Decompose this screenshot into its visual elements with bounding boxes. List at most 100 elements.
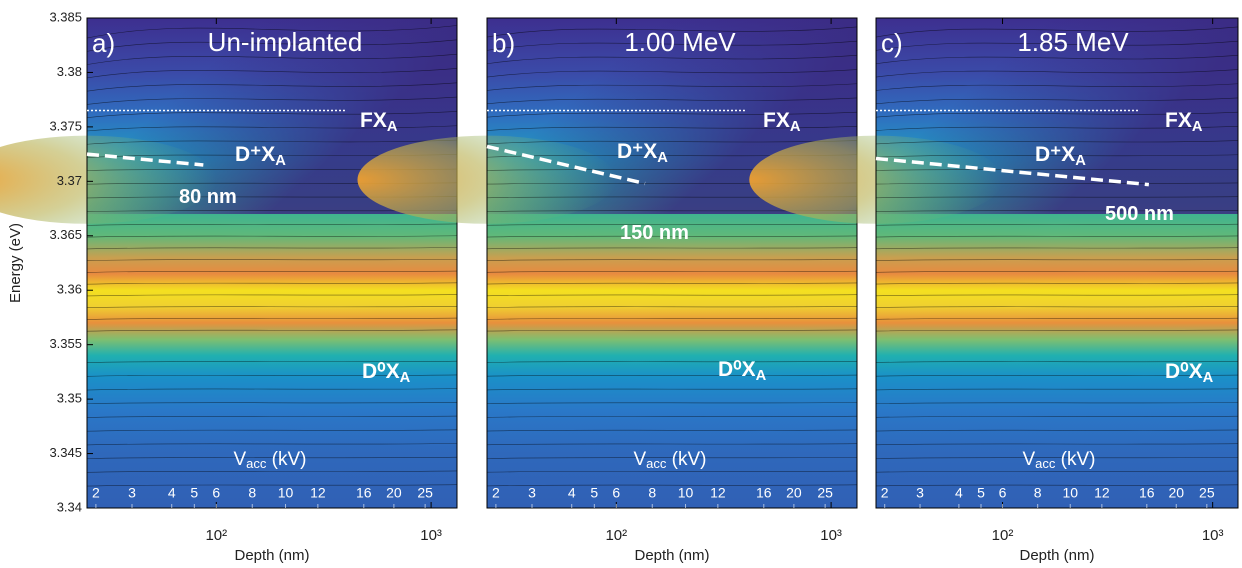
contour-line bbox=[86, 317, 458, 320]
secondary-tick-label: 20 bbox=[386, 485, 402, 501]
annotation-text: D⁺X bbox=[1035, 143, 1075, 166]
plot-frame bbox=[86, 17, 458, 509]
panel-label: a) bbox=[92, 28, 115, 58]
contour-line bbox=[486, 374, 858, 377]
contour-line bbox=[486, 306, 858, 308]
contour-line bbox=[875, 317, 1239, 320]
contour-line bbox=[486, 317, 858, 320]
x-tick-label: 10² bbox=[992, 527, 1014, 544]
contour-line bbox=[875, 182, 1239, 185]
secondary-axis-label-tail: (kV) bbox=[666, 449, 706, 470]
x-axis-label: Depth (nm) bbox=[234, 547, 309, 564]
contour-line bbox=[875, 69, 1239, 78]
contour-line bbox=[875, 40, 1239, 51]
annotation-text: D⁺X bbox=[617, 140, 657, 163]
y-tick-label: 3.385 bbox=[49, 9, 82, 24]
contour-line bbox=[875, 168, 1239, 171]
contour-line bbox=[486, 69, 858, 78]
secondary-tick-label: 12 bbox=[1094, 485, 1110, 501]
contour-line bbox=[875, 361, 1239, 363]
secondary-tick-label: 6 bbox=[999, 485, 1007, 501]
secondary-tick-label: 16 bbox=[356, 485, 372, 501]
contour-line bbox=[86, 235, 458, 238]
y-tick-label: 3.38 bbox=[57, 64, 82, 79]
contour-line bbox=[486, 223, 858, 226]
annotation: 150 nm bbox=[620, 222, 689, 244]
contour-line bbox=[86, 470, 458, 473]
contour-line bbox=[486, 294, 858, 297]
field-blob bbox=[0, 135, 217, 224]
x-tick-label: 10² bbox=[205, 527, 227, 544]
contour-line bbox=[86, 282, 458, 285]
contour-line bbox=[875, 388, 1239, 391]
dashed-line bbox=[486, 144, 646, 186]
secondary-tick-label: 20 bbox=[1168, 485, 1184, 501]
contour-line bbox=[86, 415, 458, 418]
contour-line bbox=[875, 55, 1239, 65]
contour-line bbox=[86, 223, 458, 226]
secondary-tick-label: 5 bbox=[590, 485, 598, 501]
annotation-text: 150 nm bbox=[620, 222, 689, 244]
contour-line bbox=[875, 223, 1239, 226]
contour-line bbox=[875, 329, 1239, 332]
contour-line bbox=[86, 25, 458, 39]
annotation-text: D⁰X bbox=[1165, 360, 1203, 383]
contour-line bbox=[486, 429, 858, 432]
annotation-sub: A bbox=[657, 150, 668, 166]
annotation-sub: A bbox=[790, 119, 801, 135]
contour-line bbox=[875, 210, 1239, 212]
annotation-text: D⁰X bbox=[718, 358, 756, 381]
secondary-tick-label: 25 bbox=[1199, 485, 1215, 501]
annotation: D⁰XA bbox=[1165, 360, 1214, 386]
annotation-text: 500 nm bbox=[1105, 203, 1174, 225]
plot-frame bbox=[486, 17, 858, 509]
x-tick-label: 10³ bbox=[1202, 527, 1224, 544]
y-tick-label: 3.345 bbox=[49, 445, 82, 460]
contour-line bbox=[875, 429, 1239, 432]
dashed-line bbox=[875, 156, 1150, 187]
secondary-tick-label: 5 bbox=[977, 485, 985, 501]
secondary-axis-label-sub: acc bbox=[1035, 456, 1056, 471]
contour-line bbox=[86, 111, 458, 119]
annotation-text: D⁺X bbox=[235, 143, 275, 166]
annotation-sub: A bbox=[1203, 370, 1214, 386]
contour-line bbox=[86, 53, 458, 65]
panel-title: 1.85 MeV bbox=[1017, 27, 1129, 57]
contour-line bbox=[875, 374, 1239, 377]
annotation-sub: A bbox=[1192, 119, 1203, 135]
contour-line bbox=[875, 126, 1239, 131]
secondary-tick-label: 20 bbox=[786, 485, 802, 501]
secondary-tick-label: 10 bbox=[678, 485, 694, 501]
annotation-text: FX bbox=[763, 109, 790, 132]
secondary-axis-label-main: V bbox=[233, 449, 246, 470]
secondary-tick-label: 3 bbox=[528, 485, 536, 501]
contour-line bbox=[486, 470, 858, 473]
annotation-sub: A bbox=[400, 370, 411, 386]
annotation: 80 nm bbox=[179, 186, 237, 208]
x-axis-label: Depth (nm) bbox=[634, 547, 709, 564]
contour-line bbox=[86, 484, 458, 487]
contour-line bbox=[86, 374, 458, 377]
annotation: FXA bbox=[1165, 109, 1203, 135]
contour-line bbox=[875, 154, 1239, 158]
contour-line bbox=[486, 388, 858, 391]
contour-line bbox=[486, 111, 858, 118]
secondary-tick-label: 10 bbox=[1062, 485, 1078, 501]
secondary-tick-label: 12 bbox=[310, 485, 326, 501]
y-tick-label: 3.35 bbox=[57, 391, 82, 406]
annotation: 500 nm bbox=[1105, 203, 1174, 225]
y-tick-label: 3.375 bbox=[49, 118, 82, 133]
contour-line bbox=[486, 26, 858, 38]
contour-line bbox=[86, 270, 458, 273]
contour-line bbox=[875, 443, 1239, 446]
panel-title: 1.00 MeV bbox=[624, 27, 736, 57]
annotation: D⁺XA bbox=[1035, 143, 1086, 169]
contour-line bbox=[86, 402, 458, 405]
annotation-text: 80 nm bbox=[179, 186, 237, 208]
contour-line bbox=[486, 259, 858, 261]
secondary-tick-label: 6 bbox=[212, 485, 220, 501]
secondary-tick-label: 6 bbox=[612, 485, 620, 501]
contour-line bbox=[486, 457, 858, 459]
